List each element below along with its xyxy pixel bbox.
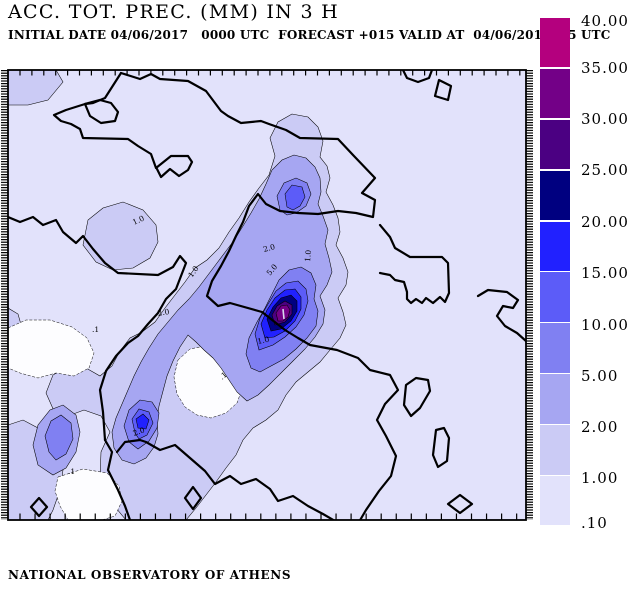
legend-boundary-label: 1.00: [581, 469, 619, 487]
legend-boundary-label: 30.00: [581, 110, 629, 128]
legend-swatch-8: [540, 425, 570, 475]
coastlines: [8, 70, 526, 520]
fill-below-0p1mm: [8, 319, 243, 520]
legend-swatch-2: [540, 119, 570, 170]
legend-colorbar: [540, 18, 570, 527]
legend-swatch-4: [540, 221, 570, 271]
legend-boundary-label: 40.00: [581, 12, 629, 30]
contour-label: 2.0: [157, 307, 171, 318]
legend-boundary-label: 15.00: [581, 264, 629, 282]
core-highlight-sliver: [282, 308, 285, 320]
contour-label: 1.0: [303, 249, 313, 262]
legend-boundary-label: .10: [581, 514, 608, 532]
top-degree-ticks: [19, 70, 521, 76]
bottom-degree-ticks: [19, 513, 518, 520]
legend-boundary-label: 35.00: [581, 59, 629, 77]
legend-swatch-1: [540, 68, 570, 119]
map-content: 1.01.02.02.01.05.01.0.12.0.1.1: [8, 70, 526, 520]
forecast-subtitle: INITIAL DATE 04/06/2017 0000 UTC FORECAS…: [8, 28, 611, 42]
right-minute-ticks: [526, 70, 533, 520]
legend-swatch-6: [540, 323, 570, 373]
contour-label: 2.0: [132, 425, 147, 438]
legend-swatch-5: [540, 272, 570, 322]
contour-label: .1: [92, 325, 99, 334]
legend-swatch-0: [540, 18, 570, 68]
legend-boundary-label: 20.00: [581, 213, 629, 231]
left-minute-ticks: [1, 70, 8, 520]
map-border: [7, 69, 527, 521]
contour-label: .1: [68, 467, 75, 476]
contour-label: .1: [218, 370, 229, 381]
contour-label: 2.0: [262, 242, 276, 254]
legend-swatch-7: [540, 374, 570, 424]
contour-label: 1.0: [257, 335, 271, 346]
legend-boundary-label: 2.00: [581, 418, 619, 436]
legend-labels: 40.00 35.00 30.00 25.00 20.00 15.00 10.00 5.00 2…: [581, 0, 643, 597]
legend-swatch-9: [540, 476, 570, 526]
legend-swatch-3: [540, 170, 570, 221]
legend-boundary-label: 10.00: [581, 316, 629, 334]
credit-text: NATIONAL OBSERVATORY OF ATHENS: [8, 568, 292, 582]
legend-boundary-label: 5.00: [581, 367, 619, 385]
page-title: ACC. TOT. PREC. (MM) IN 3 H: [8, 1, 340, 23]
legend-boundary-label: 25.00: [581, 161, 629, 179]
map-frame-group: 1.01.02.02.01.05.01.0.12.0.1.1: [1, 69, 533, 521]
